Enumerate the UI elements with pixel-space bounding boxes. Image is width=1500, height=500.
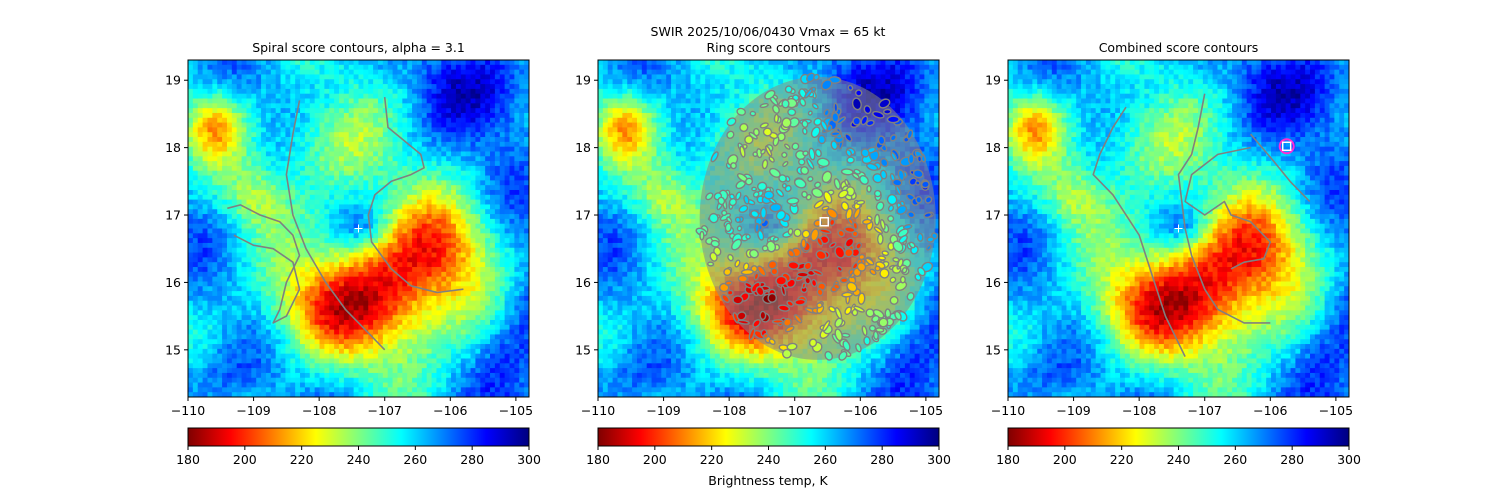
axes-frame (187, 59, 530, 398)
x-tick-label: −109 (236, 403, 270, 418)
x-tick-label: −108 (302, 403, 336, 418)
colorbar-tick-label: 280 (460, 452, 484, 467)
panel-spiral: Spiral score contours, alpha = 3.1 −110 −1… (165, 40, 533, 418)
y-tick-label: 18 (165, 140, 181, 155)
y-tick-label: 15 (165, 342, 181, 357)
colorbar-tick-label: 260 (403, 452, 427, 467)
colorbar-gradient (1007, 427, 1350, 447)
center-box-marker (819, 217, 829, 227)
axes-frame (1007, 59, 1350, 398)
colorbar: 180 200 220 240 260 280 300 (996, 427, 1361, 467)
brightness-heatmap (188, 60, 529, 397)
x-tick-label: −106 (433, 403, 467, 418)
contour-line (367, 97, 464, 294)
panel-ring: Ring score contours −110 −109 −108 −107 −106 −… (575, 40, 943, 418)
contour-line (1184, 146, 1272, 270)
center-box-marker (1278, 138, 1295, 155)
colorbar-tick-label: 180 (586, 452, 610, 467)
colorbar-tick-label: 260 (1223, 452, 1247, 467)
y-tick-label: 16 (165, 275, 181, 290)
panel-combined: Combined score contours −110 −109 −108 −107 −… (985, 40, 1353, 418)
center-plus-marker (1174, 224, 1183, 233)
x-tick-label: −109 (1056, 403, 1090, 418)
colorbar-tick-label: 220 (1110, 452, 1134, 467)
y-tick-label: 16 (985, 275, 1001, 290)
score-contours (227, 97, 464, 351)
colorbar-tick-label: 300 (517, 452, 541, 467)
y-tick-label: 18 (575, 140, 591, 155)
colorbar: 180 200 220 240 260 280 300 (176, 427, 541, 467)
panel-title: Ring score contours (706, 40, 830, 55)
colorbar-tick-label: 240 (347, 452, 371, 467)
contour-line (1177, 93, 1271, 324)
colorbar: 180 200 220 240 260 280 300 (586, 427, 951, 467)
axes-frame (597, 59, 940, 398)
contour-line (227, 204, 301, 324)
brightness-heatmap (1008, 60, 1349, 397)
colorbar-tick-label: 280 (1280, 452, 1304, 467)
x-tick-label: −108 (1122, 403, 1156, 418)
colorbar-tick-label: 280 (870, 452, 894, 467)
x-tick-label: −108 (712, 403, 746, 418)
colorbar-tick-label: 240 (757, 452, 781, 467)
x-tick-label: −110 (581, 403, 615, 418)
y-tick-label: 17 (575, 208, 591, 223)
y-tick-label: 19 (575, 73, 591, 88)
y-tick-label: 15 (575, 342, 591, 357)
contour-line (1092, 106, 1186, 357)
y-tick-label: 17 (985, 208, 1001, 223)
y-tick-label: 15 (985, 342, 1001, 357)
contour-line (1249, 133, 1311, 203)
colorbar-gradient (597, 427, 940, 447)
colorbar-tick-label: 240 (1167, 452, 1191, 467)
x-tick-label: −106 (1253, 403, 1287, 418)
y-tick-label: 19 (985, 73, 1001, 88)
colorbar-tick-label: 180 (176, 452, 200, 467)
colorbar-tick-label: 260 (813, 452, 837, 467)
y-tick-label: 17 (165, 208, 181, 223)
x-tick-label: −110 (171, 403, 205, 418)
colorbars: 180 200 220 240 260 280 300 180 200 220 240 260 280 3… (176, 427, 1361, 467)
x-tick-label: −110 (991, 403, 1025, 418)
x-tick-label: −105 (499, 403, 533, 418)
x-tick-label: −107 (1188, 403, 1222, 418)
panel-title: Combined score contours (1099, 40, 1259, 55)
figure-suptitle: SWIR 2025/10/06/0430 Vmax = 65 kt (651, 24, 886, 39)
y-tick-label: 16 (575, 275, 591, 290)
colorbar-tick-label: 180 (996, 452, 1020, 467)
ring-score-contours (695, 72, 938, 361)
colorbar-tick-label: 200 (233, 452, 257, 467)
score-contours (1092, 93, 1311, 357)
colorbar-tick-label: 300 (1337, 452, 1361, 467)
x-tick-label: −107 (368, 403, 402, 418)
colorbar-tick-label: 220 (700, 452, 724, 467)
x-tick-label: −105 (1319, 403, 1353, 418)
colorbar-label: Brightness temp, K (708, 473, 828, 488)
panel-title: Spiral score contours, alpha = 3.1 (252, 40, 465, 55)
colorbar-tick-label: 200 (1053, 452, 1077, 467)
x-tick-label: −107 (778, 403, 812, 418)
contour-line (285, 100, 386, 351)
center-plus-marker (354, 224, 363, 233)
x-tick-label: −105 (909, 403, 943, 418)
x-tick-label: −106 (843, 403, 877, 418)
colorbar-tick-label: 300 (927, 452, 951, 467)
y-tick-label: 19 (165, 73, 181, 88)
x-tick-label: −109 (646, 403, 680, 418)
colorbar-gradient (187, 427, 530, 447)
colorbar-tick-label: 200 (643, 452, 667, 467)
y-tick-label: 18 (985, 140, 1001, 155)
colorbar-tick-label: 220 (290, 452, 314, 467)
